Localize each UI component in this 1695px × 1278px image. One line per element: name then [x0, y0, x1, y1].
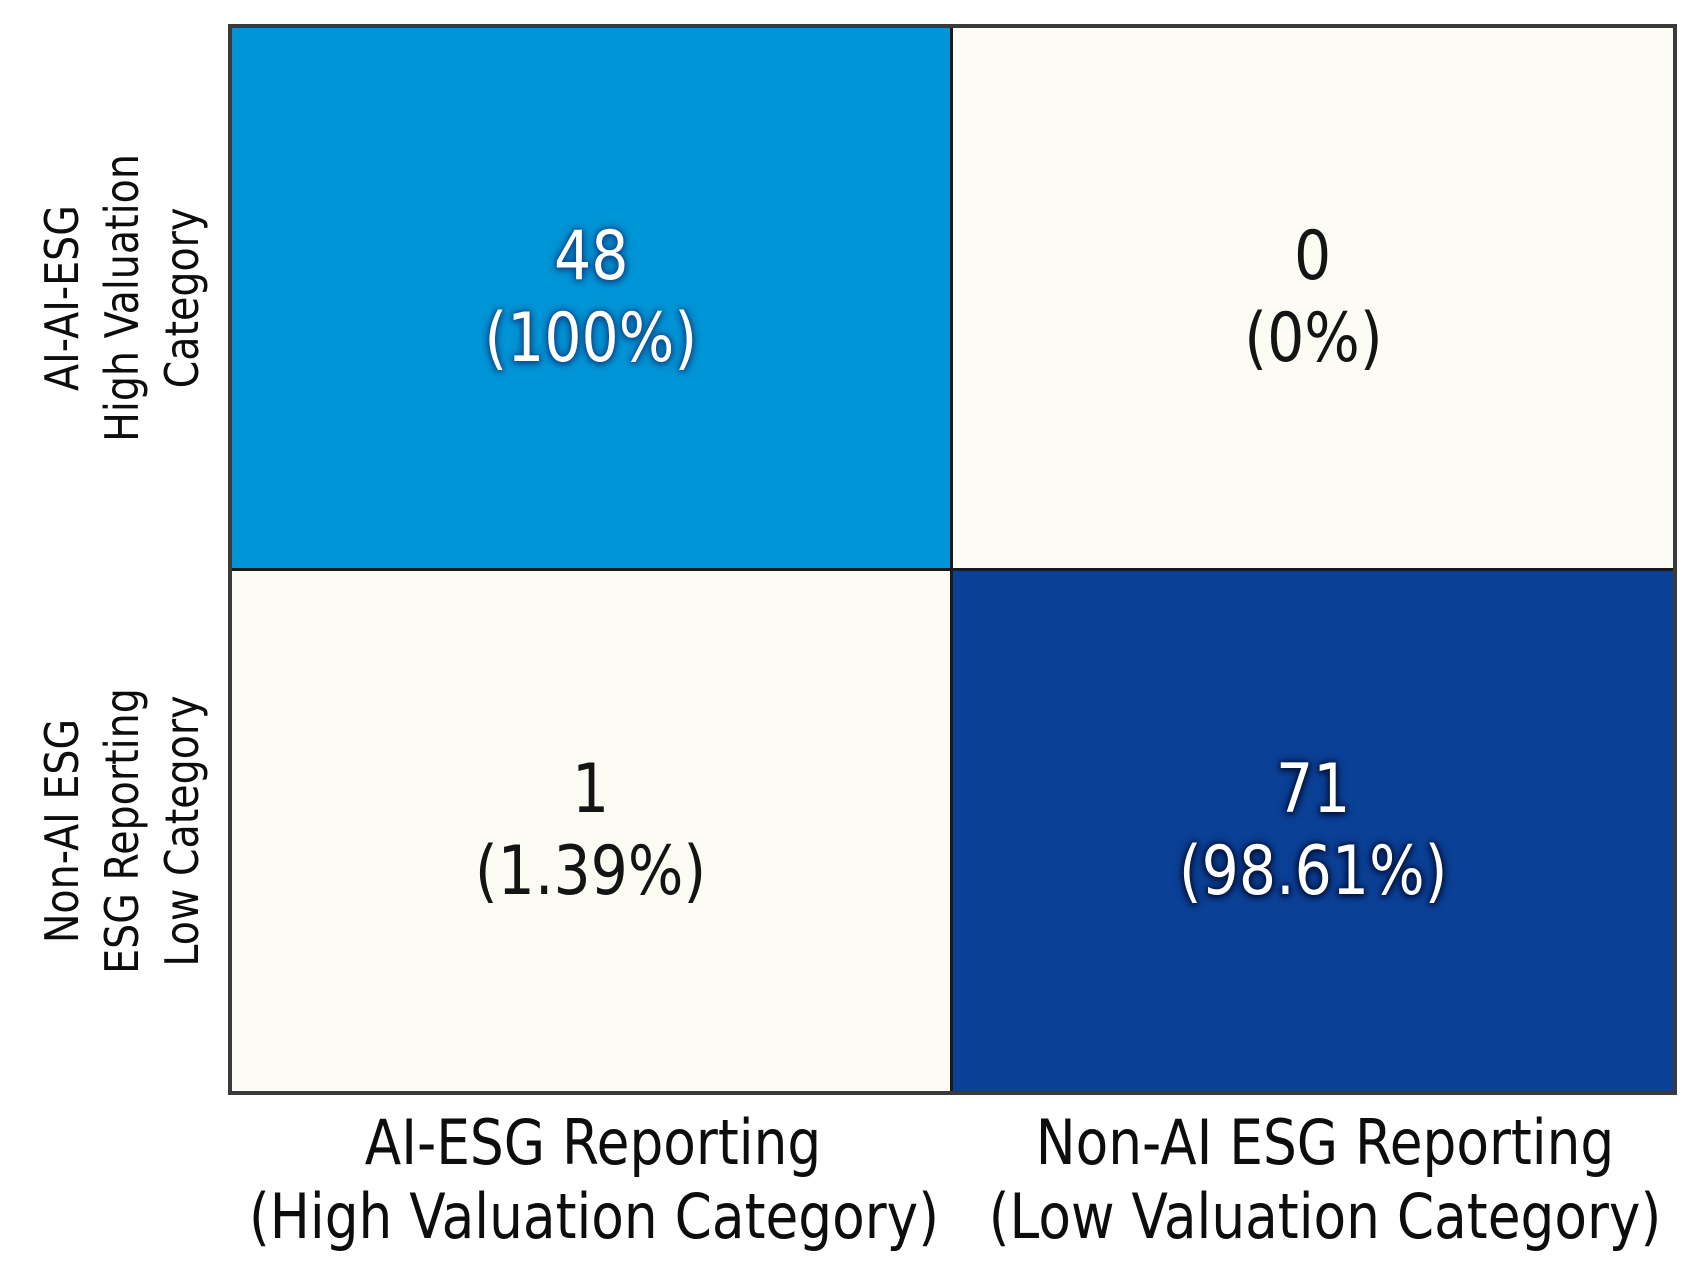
row-label-high-line2: High Valuation [95, 154, 149, 442]
row-label-low-line3: Low Category [155, 695, 209, 967]
col-label-non-ai-esg-reporting: Non-AI ESG Reporting (Low Valuation Cate… [981, 1106, 1669, 1254]
row-label-low-valuation: Non-AI ESG ESG Reporting Low Category [27, 597, 217, 1065]
cell-percent: (1.39%) [475, 832, 707, 911]
cell-count: 1 [572, 750, 610, 829]
row-label-high-line3: Category [155, 207, 209, 389]
col-label-right-line1: Non-AI ESG Reporting [1035, 1106, 1615, 1179]
row-label-low-line2: ESG Reporting [95, 688, 149, 974]
cell-percent: (0%) [1243, 299, 1383, 378]
cell-true-high-pred-low: 0 (0%) [950, 28, 1673, 568]
cell-count: 0 [1294, 217, 1332, 296]
cell-true-low-pred-low: 71 (98.61%) [950, 568, 1673, 1091]
col-label-left-line2: (High Valuation Category) [249, 1180, 940, 1253]
col-label-left-line1: AI-ESG Reporting [364, 1106, 822, 1179]
cell-true-high-pred-high: 48 (100%) [232, 28, 950, 568]
col-label-ai-esg-reporting: AI-ESG Reporting (High Valuation Categor… [249, 1106, 940, 1254]
row-label-high-valuation: AI-AI-ESG High Valuation Category [27, 64, 217, 532]
col-label-right-line2: (Low Valuation Category) [988, 1180, 1662, 1253]
matrix-grid: 48 (100%) 0 (0%) 1 (1.39%) 71 (98.61%) [228, 24, 1677, 1095]
cell-percent: (98.61%) [1178, 832, 1448, 911]
row-label-low-line1: Non-AI ESG [35, 718, 89, 944]
cell-true-low-pred-high: 1 (1.39%) [232, 568, 950, 1091]
cell-count: 48 [553, 217, 629, 296]
row-label-high-line1: AI-AI-ESG [35, 205, 89, 391]
cell-percent: (100%) [484, 299, 698, 378]
cell-count: 71 [1275, 750, 1351, 829]
